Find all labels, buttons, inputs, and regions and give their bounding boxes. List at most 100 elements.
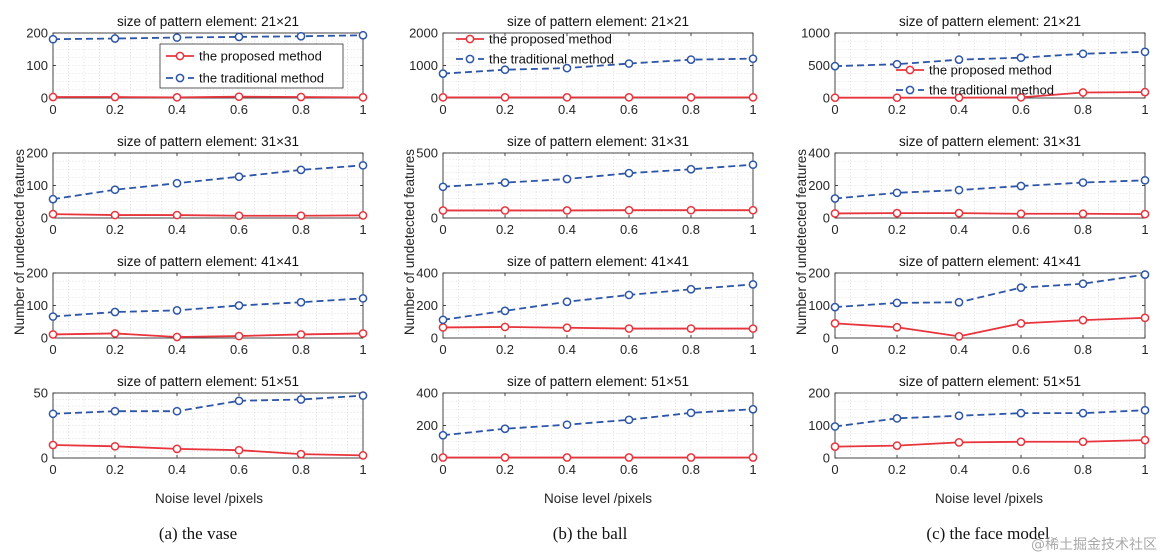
data-point-proposed [624,93,634,102]
y-tick-label: 0 [823,451,830,466]
x-tick-label: 0.6 [230,342,248,357]
series-line-traditional [442,283,754,321]
legend-c: the proposed method the traditional metho… [896,63,1054,98]
x-tick-label: 0 [49,462,56,477]
data-point-proposed [1078,88,1088,97]
y-tick-label: 0 [431,451,438,466]
data-point-proposed [1140,313,1150,323]
legend-marker-proposed [175,51,185,61]
data-point-proposed [892,208,902,218]
data-point-traditional [48,312,58,321]
data-point-proposed [624,453,634,462]
data-point-traditional [358,391,368,400]
y-tick-label: 200 [808,178,830,193]
data-point-proposed [234,445,244,455]
series-line-traditional [834,50,1146,68]
data-point-traditional [500,65,510,75]
x-tick-label: 1 [749,462,756,477]
series-line-traditional [52,164,364,201]
x-tick-label: 1 [749,102,756,117]
series-line-proposed [52,213,364,217]
data-point-traditional [358,294,368,303]
legend-marker-traditional [175,73,185,83]
data-point-proposed [686,93,696,102]
data-point-proposed [892,93,902,103]
series-proposed [48,440,368,460]
x-tick-label: 0.6 [620,342,638,357]
x-tick-label: 0.4 [558,462,576,477]
x-tick-label: 0.8 [292,342,310,357]
y-tick-label: 0 [41,91,48,106]
series-line-proposed [442,326,753,330]
data-point-traditional [110,406,120,416]
subplot-title: size of pattern element: 21×21 [507,14,689,29]
data-point-traditional [748,404,758,414]
y-tick-label: 0 [431,91,438,106]
x-tick-label: 0.8 [682,222,700,237]
axes-box [52,392,364,459]
x-tick-label: 0.4 [168,462,186,477]
subplot-c3: 0 0.2 0.4 0.6 0.8 1 0 100 200 size of pattern ele… [808,254,1150,357]
y-tick-label: 200 [416,298,438,313]
grid [835,273,1145,338]
data-point-traditional [686,408,696,418]
x-tick-label: 0.6 [620,462,638,477]
grid [835,153,1145,218]
data-point-traditional [358,30,368,40]
x-tick-label: 0.6 [230,462,248,477]
series-traditional [48,30,368,44]
series-proposed [830,208,1150,219]
legend-label-proposed: the proposed method [929,63,1052,78]
x-tick-label: 0.8 [292,222,310,237]
y-tick-label: 100 [26,178,48,193]
data-point-traditional [296,395,306,404]
series-line-traditional [834,409,1146,428]
x-tick-label: 0.4 [168,102,186,117]
data-point-proposed [358,329,368,338]
x-tick-label: 1 [749,222,756,237]
series-traditional [438,404,758,440]
series-line-traditional [834,273,1146,309]
data-point-proposed [500,453,510,462]
x-tick-label: 0.2 [106,222,124,237]
data-point-proposed [358,93,368,102]
x-tick-label: 0.4 [168,222,186,237]
data-point-traditional [234,32,244,42]
data-point-proposed [234,331,244,341]
y-tick-label: 100 [26,58,48,73]
watermark: @稀土掘金技术社区 [1031,537,1157,553]
subplot-title: size of pattern element: 41×41 [899,254,1081,269]
data-point-proposed [438,323,448,332]
data-point-traditional [748,160,758,170]
data-point-proposed [892,441,902,450]
data-point-traditional [954,55,964,65]
data-point-traditional [172,406,182,416]
subplot-title: size of pattern element: 41×41 [117,254,299,269]
y-tick-label: 400 [416,386,438,401]
y-axis-label-col-a: Number of undetected features [12,149,27,335]
data-point-traditional [830,194,840,203]
data-point-traditional [172,178,182,188]
subplot-title: size of pattern element: 51×51 [117,374,299,389]
x-tick-label: 0.8 [1074,342,1092,357]
x-tick-label: 0.8 [292,462,310,477]
data-point-traditional [1140,175,1150,185]
data-point-proposed [358,211,368,220]
y-tick-label: 0 [41,451,48,466]
y-tick-label: 200 [26,146,48,161]
x-tick-label: 0.2 [496,222,514,237]
data-point-proposed [954,332,964,341]
data-point-proposed [110,441,120,451]
x-tick-label: 0.4 [950,342,968,357]
data-point-traditional [954,411,964,421]
subplot-b1: 0 0.2 0.4 0.6 0.8 1 0 1000 2000 size of pattern e… [409,14,758,117]
data-point-traditional [438,182,448,192]
series-traditional [830,175,1150,203]
x-tick-label: 0 [439,102,446,117]
x-tick-label: 1 [359,222,366,237]
series-line-proposed [834,316,1146,338]
data-point-traditional [48,34,58,44]
subplot-title: size of pattern element: 31×31 [507,134,689,149]
data-point-traditional [110,34,120,43]
series-line-traditional [834,179,1146,200]
